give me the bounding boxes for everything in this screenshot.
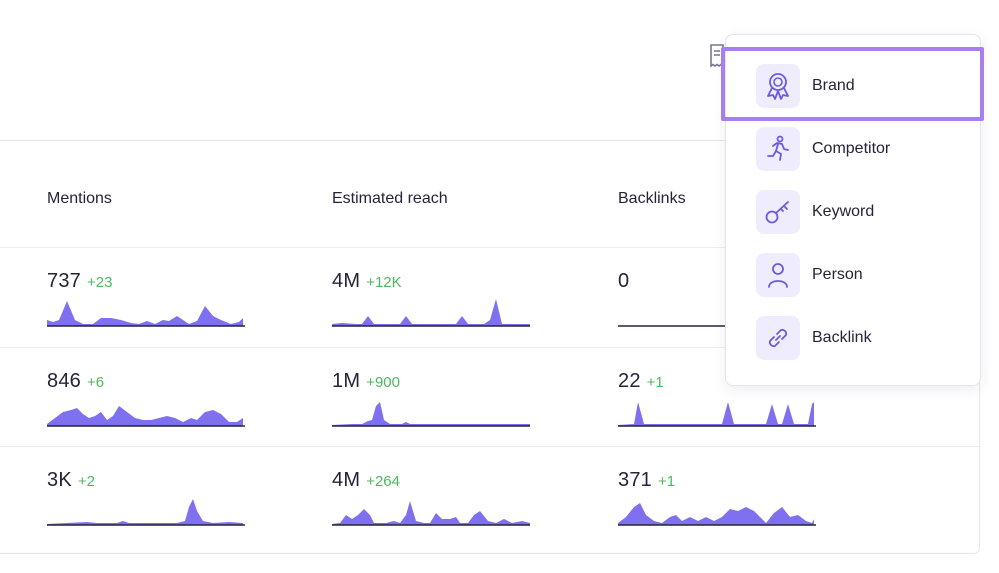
person-icon (756, 252, 800, 297)
metric-value: 3K (47, 469, 72, 491)
metric-value: 0 (618, 270, 630, 292)
table-row-2-backlinks: 22 +1 (618, 370, 664, 393)
sparkline-reach-row-2 (332, 402, 530, 427)
menu-item-label: Brand (812, 76, 855, 94)
menu-item-label: Backlink (812, 328, 872, 346)
table-row-1-mentions: 737 +23 (47, 270, 112, 293)
menu-item-label: Competitor (812, 139, 891, 157)
table-row-2-reach: 1M +900 (332, 370, 400, 393)
metric-delta: +6 (86, 374, 105, 391)
row-divider (0, 446, 979, 447)
menu-item-label: Keyword (812, 202, 875, 220)
metric-value: 846 (47, 370, 81, 392)
sparkline-mentions-row-2 (47, 406, 245, 427)
column-header-mentions[interactable]: Mentions (47, 190, 112, 207)
metric-delta: +23 (86, 274, 113, 291)
metric-delta: +1 (646, 374, 664, 391)
key-icon (756, 189, 800, 234)
menu-item-backlink[interactable]: Backlink (726, 306, 982, 369)
metric-value: 1M (332, 370, 361, 392)
metric-value: 371 (618, 469, 652, 491)
ribbon-badge-icon (756, 63, 800, 108)
table-row-1-backlinks: 0 (618, 270, 635, 293)
menu-item-person[interactable]: Person (726, 243, 982, 306)
link-icon (756, 315, 800, 360)
row-divider (0, 247, 979, 248)
table-row-3-mentions: 3K +2 (47, 469, 95, 492)
menu-item-label: Person (812, 265, 863, 283)
project-type-dropdown: Brand Competitor Keyword (725, 34, 981, 386)
metric-value: 737 (47, 270, 81, 292)
metric-delta: +12K (366, 274, 402, 291)
sparkline-mentions-row-3 (47, 499, 245, 526)
sparkline-reach-row-3 (332, 501, 530, 526)
sparkline-mentions-row-1 (47, 301, 245, 327)
running-person-icon (756, 126, 800, 171)
metric-delta: +2 (77, 473, 95, 490)
metric-value: 22 (618, 370, 641, 392)
table-row-1-reach: 4M +12K (332, 270, 402, 293)
metric-value: 4M (332, 270, 361, 292)
menu-item-brand[interactable]: Brand (726, 54, 982, 117)
table-row-3-backlinks: 371 +1 (618, 469, 675, 492)
metric-delta: +1 (657, 473, 676, 490)
table-row-3-reach: 4M +264 (332, 469, 400, 492)
column-header-estimated-reach[interactable]: Estimated reach (332, 190, 448, 207)
sparkline-reach-row-1 (332, 299, 530, 327)
menu-item-keyword[interactable]: Keyword (726, 180, 982, 243)
metric-delta: +900 (366, 374, 400, 391)
sparkline-backlinks-row-2 (618, 402, 816, 427)
metric-value: 4M (332, 469, 361, 491)
sparkline-backlinks-row-3 (618, 503, 816, 526)
table-row-2-mentions: 846 +6 (47, 370, 104, 393)
column-header-backlinks[interactable]: Backlinks (618, 190, 686, 207)
sparkline-backlinks-row-1 (618, 325, 728, 327)
metric-delta: +264 (366, 473, 400, 490)
menu-item-competitor[interactable]: Competitor (726, 117, 982, 180)
row-divider (0, 347, 979, 348)
